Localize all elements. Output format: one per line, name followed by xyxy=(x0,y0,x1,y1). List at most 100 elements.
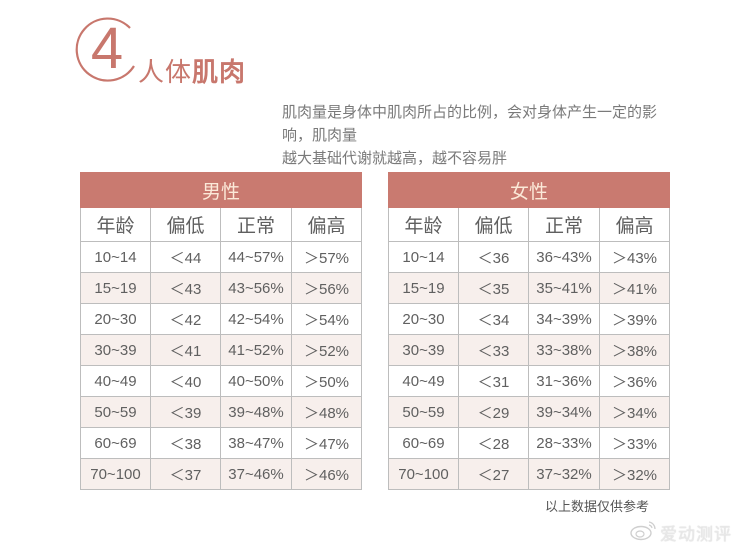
low-cell: ＜29 xyxy=(458,396,529,428)
low-cell: ＜40 xyxy=(150,365,221,397)
title-bold: 肌肉 xyxy=(192,58,247,88)
high-cell: ＞39% xyxy=(598,303,671,335)
high-cell: ＞56% xyxy=(290,272,363,304)
male-table-title: 男性 xyxy=(79,172,363,208)
normal-cell: 37~32% xyxy=(528,458,600,490)
high-cell: ＞36% xyxy=(598,365,671,397)
high-cell: ＞32% xyxy=(598,458,671,490)
normal-cell: 39~34% xyxy=(528,396,600,428)
col-high: 偏高 xyxy=(290,207,363,242)
high-cell: ＞57% xyxy=(290,241,363,273)
age-cell: 15~19 xyxy=(388,272,459,304)
age-cell: 70~100 xyxy=(388,458,459,490)
low-cell: ＜35 xyxy=(458,272,529,304)
weibo-icon xyxy=(630,521,656,541)
col-age: 年龄 xyxy=(388,207,459,242)
age-cell: 60~69 xyxy=(388,427,459,459)
high-cell: ＞54% xyxy=(290,303,363,335)
table-row: 10~14 ＜36 36~43% ＞43% xyxy=(388,241,671,273)
table-row: 70~100 ＜27 37~32% ＞32% xyxy=(388,458,671,490)
age-cell: 30~39 xyxy=(388,334,459,366)
age-cell: 30~39 xyxy=(80,334,151,366)
table-row: 15~19 ＜43 43~56% ＞56% xyxy=(80,272,363,304)
table-row: 60~69 ＜38 38~47% ＞47% xyxy=(80,427,363,459)
table-row: 30~39 ＜33 33~38% ＞38% xyxy=(388,334,671,366)
high-cell: ＞34% xyxy=(598,396,671,428)
table-row: 40~49 ＜40 40~50% ＞50% xyxy=(80,365,363,397)
normal-cell: 44~57% xyxy=(220,241,292,273)
low-cell: ＜38 xyxy=(150,427,221,459)
age-cell: 10~14 xyxy=(388,241,459,273)
high-cell: ＞52% xyxy=(290,334,363,366)
low-cell: ＜34 xyxy=(458,303,529,335)
col-normal: 正常 xyxy=(528,207,600,242)
low-cell: ＜31 xyxy=(458,365,529,397)
high-cell: ＞38% xyxy=(598,334,671,366)
age-cell: 15~19 xyxy=(80,272,151,304)
watermark-text: 爱动测评 xyxy=(660,525,732,545)
normal-cell: 34~39% xyxy=(528,303,600,335)
table-row: 40~49 ＜31 31~36% ＞36% xyxy=(388,365,671,397)
table-row: 50~59 ＜39 39~48% ＞48% xyxy=(80,396,363,428)
page-title: 人体肌肉 xyxy=(138,52,246,89)
table-row: 50~59 ＜29 39~34% ＞34% xyxy=(388,396,671,428)
age-cell: 40~49 xyxy=(388,365,459,397)
age-cell: 20~30 xyxy=(80,303,151,335)
table-row: 30~39 ＜41 41~52% ＞52% xyxy=(80,334,363,366)
normal-cell: 36~43% xyxy=(528,241,600,273)
normal-cell: 31~36% xyxy=(528,365,600,397)
table-row: 10~14 ＜44 44~57% ＞57% xyxy=(80,241,363,273)
low-cell: ＜28 xyxy=(458,427,529,459)
age-cell: 50~59 xyxy=(388,396,459,428)
col-age: 年龄 xyxy=(80,207,151,242)
col-low: 偏低 xyxy=(150,207,221,242)
high-cell: ＞46% xyxy=(290,458,363,490)
description-line-2: 越大基础代谢就越高，越不容易胖 xyxy=(282,149,508,167)
col-high: 偏高 xyxy=(598,207,671,242)
high-cell: ＞50% xyxy=(290,365,363,397)
high-cell: ＞43% xyxy=(598,241,671,273)
description: 肌肉量是身体中肌肉所占的比例，会对身体产生一定的影响，肌肉量 越大基础代谢就越高… xyxy=(282,101,682,170)
title-light: 人体 xyxy=(138,58,193,88)
age-cell: 20~30 xyxy=(388,303,459,335)
normal-cell: 39~48% xyxy=(220,396,292,428)
table-row: 15~19 ＜35 35~41% ＞41% xyxy=(388,272,671,304)
age-cell: 40~49 xyxy=(80,365,151,397)
high-cell: ＞41% xyxy=(598,272,671,304)
normal-cell: 38~47% xyxy=(220,427,292,459)
low-cell: ＜36 xyxy=(458,241,529,273)
low-cell: ＜44 xyxy=(150,241,221,273)
male-column-headers: 年龄 偏低 正常 偏高 xyxy=(80,207,363,242)
age-cell: 10~14 xyxy=(80,241,151,273)
low-cell: ＜41 xyxy=(150,334,221,366)
table-row: 20~30 ＜34 34~39% ＞39% xyxy=(388,303,671,335)
low-cell: ＜39 xyxy=(150,396,221,428)
normal-cell: 41~52% xyxy=(220,334,292,366)
low-cell: ＜27 xyxy=(458,458,529,490)
high-cell: ＞33% xyxy=(598,427,671,459)
normal-cell: 37~46% xyxy=(220,458,292,490)
table-row: 60~69 ＜28 28~33% ＞33% xyxy=(388,427,671,459)
normal-cell: 33~38% xyxy=(528,334,600,366)
description-line-1: 肌肉量是身体中肌肉所占的比例，会对身体产生一定的影响，肌肉量 xyxy=(282,103,658,144)
low-cell: ＜37 xyxy=(150,458,221,490)
reference-note: 以上数据仅供参考 xyxy=(545,500,650,515)
normal-cell: 43~56% xyxy=(220,272,292,304)
normal-cell: 42~54% xyxy=(220,303,292,335)
table-row: 70~100 ＜37 37~46% ＞46% xyxy=(80,458,363,490)
col-low: 偏低 xyxy=(458,207,529,242)
female-column-headers: 年龄 偏低 正常 偏高 xyxy=(388,207,671,242)
high-cell: ＞47% xyxy=(290,427,363,459)
low-cell: ＜33 xyxy=(458,334,529,366)
female-table-title: 女性 xyxy=(387,172,671,208)
col-normal: 正常 xyxy=(220,207,292,242)
low-cell: ＜42 xyxy=(150,303,221,335)
normal-cell: 35~41% xyxy=(528,272,600,304)
section-number: 4 xyxy=(90,16,124,81)
circle-outline-icon xyxy=(75,17,135,82)
low-cell: ＜43 xyxy=(150,272,221,304)
male-table: 男性 年龄 偏低 正常 偏高 10~14 ＜44 44~57% ＞57% 15~19 ＜4… xyxy=(79,172,363,490)
high-cell: ＞48% xyxy=(290,396,363,428)
normal-cell: 40~50% xyxy=(220,365,292,397)
female-table: 女性 年龄 偏低 正常 偏高 10~14 ＜36 36~43% ＞43% 15~19 ＜3… xyxy=(387,172,671,490)
